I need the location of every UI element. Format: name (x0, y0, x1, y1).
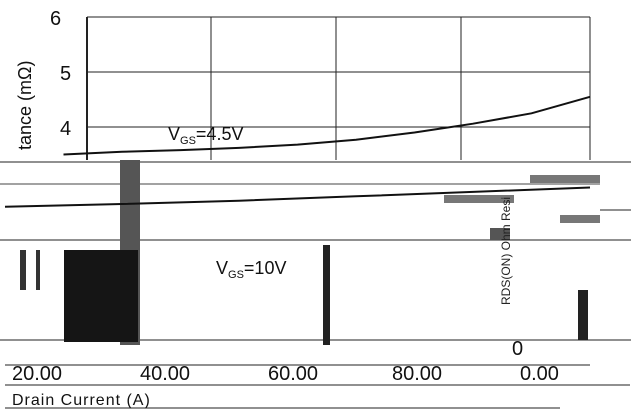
series-label-symbol: V (216, 258, 228, 278)
series-label-symbol: V (168, 124, 180, 144)
series-line-vgs-10v (4, 186, 591, 208)
vertical-axis-fragment: RDS(ON) Ohm Resi (499, 197, 513, 305)
corner-label: 0 (512, 338, 523, 360)
x-tick-label: 40.00 (140, 363, 190, 385)
overlay-block (20, 250, 26, 290)
x-axis-title: Drain Current (A) (12, 392, 151, 409)
x-tick-label: 60.00 (268, 363, 318, 385)
series-label-value: =4.5V (196, 124, 244, 144)
y-axis-title: tance (mΩ) (15, 61, 35, 150)
overlay-artifacts (0, 160, 631, 409)
series-layer (4, 95, 591, 208)
overlay-block (578, 290, 588, 340)
overlay-block (36, 250, 40, 290)
x-tick-label: 80.00 (392, 363, 442, 385)
overlay-block (323, 245, 330, 345)
overlay-block (64, 250, 138, 342)
series-label-value: =10V (244, 258, 287, 278)
series-label-vgs10: VGS=10V (216, 258, 286, 281)
overlay-block (560, 215, 600, 223)
series-label-subscript: GS (180, 135, 196, 147)
series-label-subscript: GS (228, 269, 244, 281)
overlay-block (490, 228, 510, 240)
plot-grid (86, 16, 591, 160)
x-tick-label: 20.00 (12, 363, 62, 385)
overlay-block (444, 195, 514, 203)
series-label-vgs45: VGS=4.5V (168, 124, 243, 147)
overlay-block (530, 175, 600, 183)
series-line-vgs-4-5v (63, 95, 591, 156)
y-tick-label: 6 (50, 8, 61, 30)
y-tick-label: 4 (60, 118, 71, 140)
y-tick-label: 5 (60, 63, 71, 85)
x-tick-label: 0.00 (520, 363, 559, 385)
